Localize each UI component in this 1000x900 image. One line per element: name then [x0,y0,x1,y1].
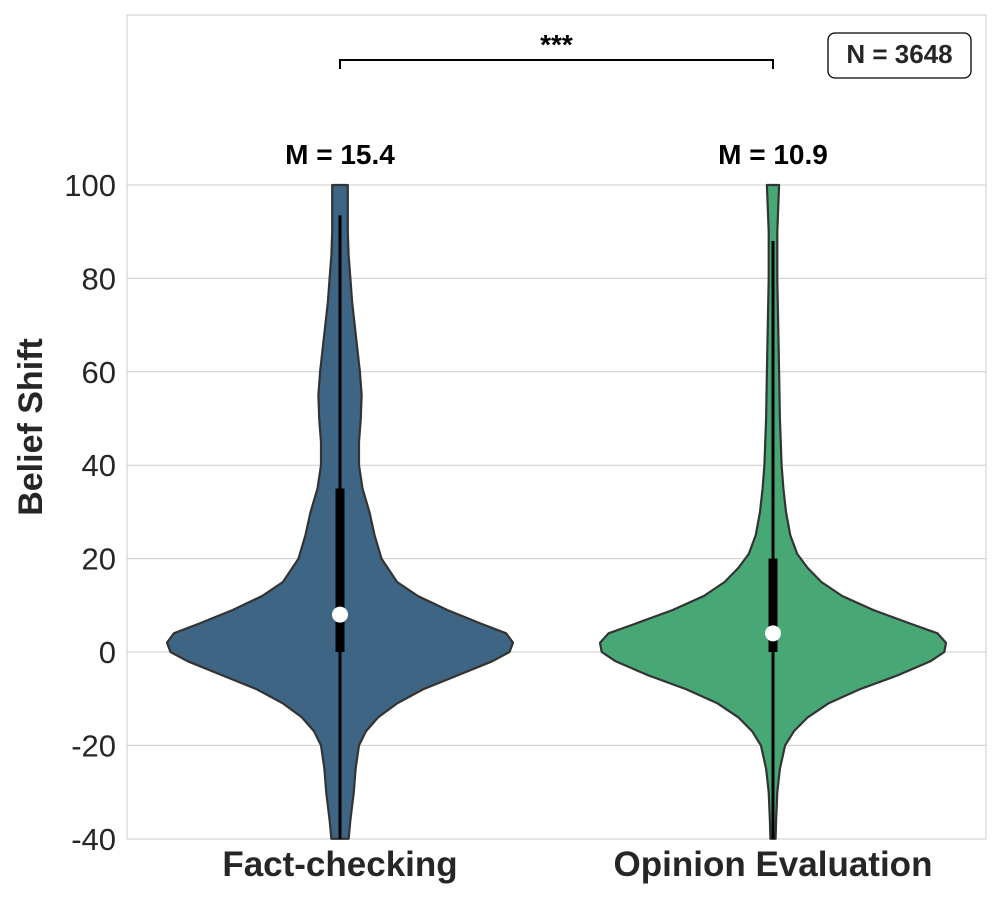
significance-bracket: *** [339,29,774,69]
x-tick-label: Opinion Evaluation [614,845,933,884]
mean-label: M = 15.4 [285,139,395,170]
n-label: N = 3648 [846,39,952,69]
plot-area [126,14,987,840]
violin-fact-checking: M = 15.4 [165,139,515,840]
y-axis-ticks: -40 -20 0 20 40 60 80 100 [64,168,116,857]
violin-median-dot [332,606,348,623]
n-box: N = 3648 [827,32,972,79]
y-tick-label: 40 [82,448,116,483]
y-tick-label: 100 [64,168,116,203]
y-tick-label: 20 [82,542,116,577]
y-tick-label: 0 [99,635,116,670]
n-box-frame [827,32,972,79]
violin-iqr-box [768,558,778,652]
significance-stars: *** [540,29,573,60]
mean-label: M = 10.9 [718,139,828,170]
y-tick-label: 60 [82,355,116,390]
x-tick-label: Fact-checking [222,845,457,884]
y-axis-label: Belief Shift [12,338,50,516]
violins: M = 15.4 M = 10.9 [165,139,948,840]
y-tick-label: -20 [71,728,116,763]
y-tick-label: 80 [82,261,116,296]
violin-opinion-evaluation: M = 10.9 [598,139,948,840]
y-tick-label: -40 [71,822,116,857]
violin-iqr-box [335,488,345,652]
violin-median-dot [765,625,781,642]
x-axis-ticks: Fact-checking Opinion Evaluation [222,845,932,884]
